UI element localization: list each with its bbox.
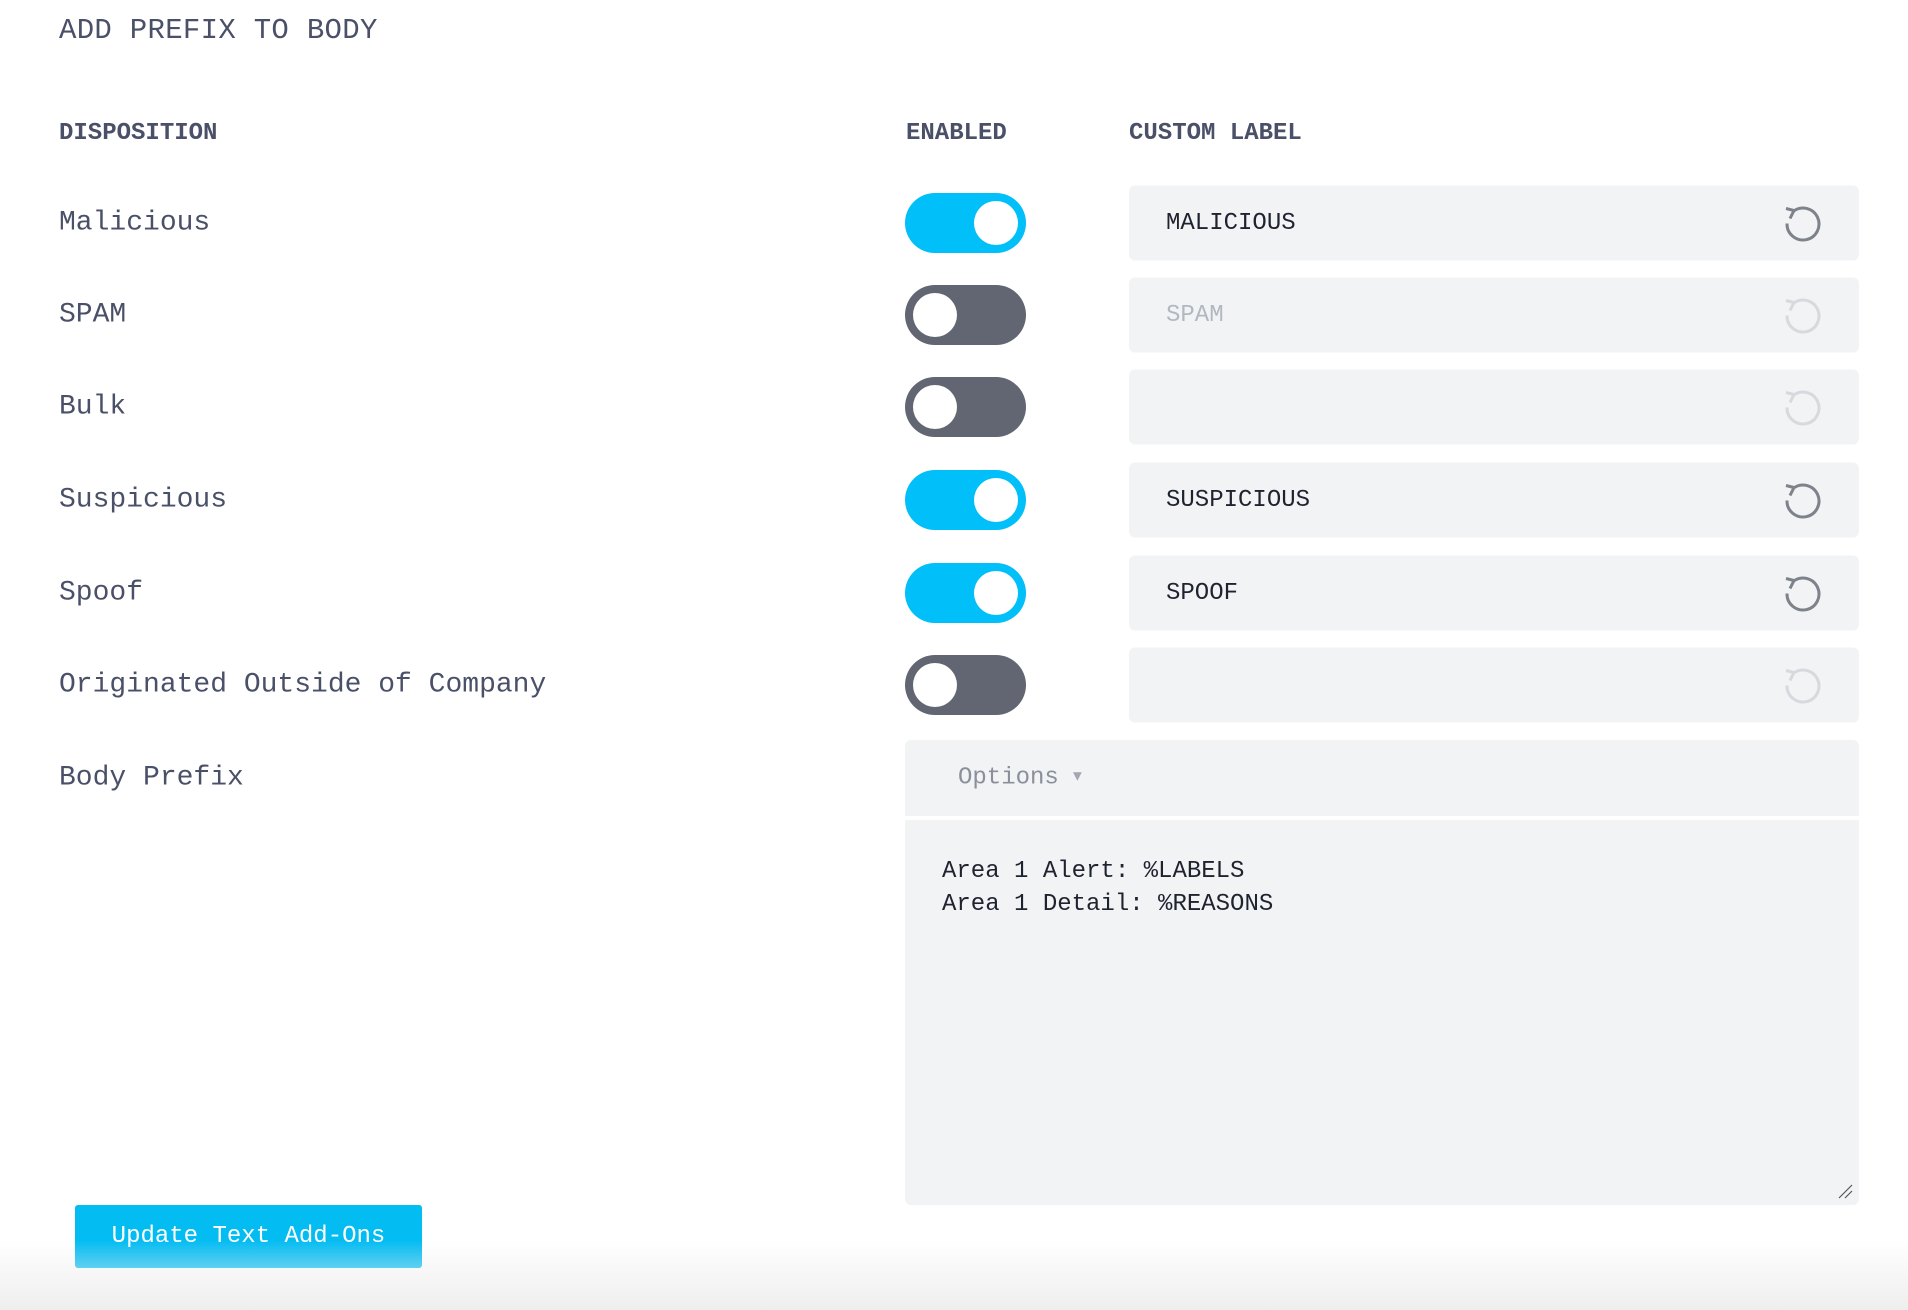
custom-label-input[interactable]: SUSPICIOUS xyxy=(1129,462,1859,538)
custom-label-input[interactable] xyxy=(1129,647,1859,723)
header-enabled: ENABLED xyxy=(906,120,1007,147)
enabled-toggle[interactable] xyxy=(905,193,1026,253)
custom-label-input[interactable]: SPAM xyxy=(1129,277,1859,353)
resize-grip-icon[interactable] xyxy=(1837,1183,1853,1199)
custom-label-input[interactable]: MALICIOUS xyxy=(1129,185,1859,261)
reset-icon[interactable] xyxy=(1781,664,1823,706)
custom-label-input[interactable]: SPOOF xyxy=(1129,555,1859,631)
reset-icon[interactable] xyxy=(1781,572,1823,614)
header-custom-label: CUSTOM LABEL xyxy=(1129,120,1302,147)
custom-label-value: SUSPICIOUS xyxy=(1166,486,1311,514)
disposition-label: Bulk xyxy=(59,391,127,423)
custom-label-value: SPOOF xyxy=(1166,579,1239,607)
options-dropdown[interactable]: Options ▼ xyxy=(958,765,1082,792)
section-title: ADD PREFIX TO BODY xyxy=(59,14,378,47)
disposition-label: SPAM xyxy=(59,299,127,331)
enabled-toggle[interactable] xyxy=(905,470,1026,530)
textarea-line: Area 1 Alert: %LABELS xyxy=(942,858,1245,885)
custom-label-input[interactable] xyxy=(1129,369,1859,445)
disposition-label: Originated Outside of Company xyxy=(59,669,547,701)
custom-label-value: SPAM xyxy=(1166,301,1224,329)
body-prefix-textarea[interactable]: Area 1 Alert: %LABELS Area 1 Detail: %RE… xyxy=(905,820,1859,1205)
toggle-knob xyxy=(974,478,1018,522)
caret-down-icon: ▼ xyxy=(1072,768,1082,786)
enabled-toggle[interactable] xyxy=(905,377,1026,437)
enabled-toggle[interactable] xyxy=(905,563,1026,623)
enabled-toggle[interactable] xyxy=(905,655,1026,715)
disposition-label: Spoof xyxy=(59,577,144,609)
toggle-knob xyxy=(913,385,957,429)
body-prefix-label: Body Prefix xyxy=(59,762,244,794)
toggle-knob xyxy=(974,571,1018,615)
options-label: Options xyxy=(958,764,1059,792)
custom-label-value: MALICIOUS xyxy=(1166,209,1296,237)
reset-icon[interactable] xyxy=(1781,202,1823,244)
enabled-toggle[interactable] xyxy=(905,285,1026,345)
toggle-knob xyxy=(913,293,957,337)
header-disposition: DISPOSITION xyxy=(59,120,218,147)
bottom-shade xyxy=(0,1240,1908,1310)
reset-icon[interactable] xyxy=(1781,386,1823,428)
reset-icon[interactable] xyxy=(1781,294,1823,336)
disposition-label: Suspicious xyxy=(59,484,228,516)
toggle-knob xyxy=(974,201,1018,245)
reset-icon[interactable] xyxy=(1781,479,1823,521)
textarea-line: Area 1 Detail: %REASONS xyxy=(942,891,1274,918)
toggle-knob xyxy=(913,663,957,707)
options-bar: Options ▼ xyxy=(905,740,1859,816)
disposition-label: Malicious xyxy=(59,207,211,239)
